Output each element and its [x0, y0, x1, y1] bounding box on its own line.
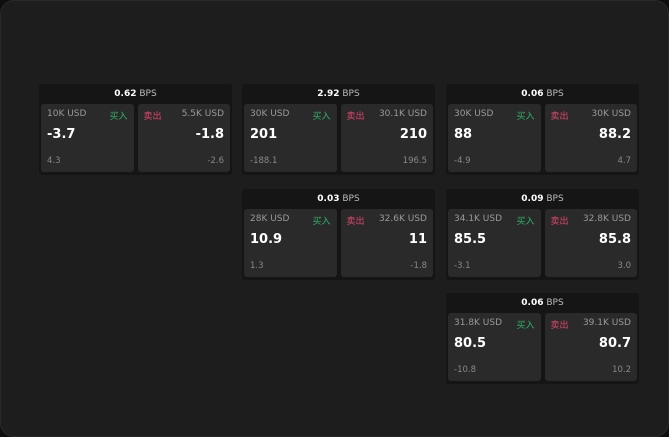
buy-label: 买入	[109, 112, 128, 122]
sell-change: 4.7	[617, 156, 631, 166]
buy-change: -4.9	[454, 156, 471, 166]
buy-price: 85.5	[454, 232, 487, 247]
buy-label: 买入	[312, 217, 331, 227]
sell-change: 3.0	[617, 261, 631, 271]
buy-price: 88	[454, 127, 473, 142]
price-tile: 0.06 BPS 31.8K USD 买入 80.5 -10.8 卖出 39.1K …	[446, 293, 639, 384]
price-tile: 0.09 BPS 34.1K USD 买入 85.5 -3.1 卖出 32.8K U…	[446, 189, 639, 280]
sell-size: 32.6K USD	[378, 214, 427, 224]
price-tile: 0.62 BPS 10K USD 买入 -3.7 4.3 卖出 5.5K USD -…	[39, 84, 232, 175]
spread-unit: BPS	[139, 89, 157, 99]
sell-price: 85.8	[598, 232, 631, 247]
sell-button[interactable]: 卖出 32.6K USD 11 -1.8	[340, 209, 433, 277]
sell-button[interactable]: 卖出 32.8K USD 85.8 3.0	[544, 209, 637, 277]
spread-value: 0.03	[317, 194, 340, 204]
buy-button[interactable]: 31.8K USD 买入 80.5 -10.8	[448, 313, 541, 381]
sell-button[interactable]: 卖出 5.5K USD -1.8 -2.6	[137, 104, 230, 172]
buy-change: 4.3	[47, 156, 61, 166]
sell-change: -1.8	[410, 261, 427, 271]
buy-price: 201	[250, 127, 278, 142]
buy-button[interactable]: 34.1K USD 买入 85.5 -3.1	[448, 209, 541, 277]
sell-price: -1.8	[195, 127, 224, 142]
buy-button[interactable]: 10K USD 买入 -3.7 4.3	[41, 104, 134, 172]
buy-label: 买入	[516, 112, 535, 122]
buy-size: 10K USD	[47, 109, 87, 119]
sell-label: 卖出	[550, 217, 569, 227]
buy-size: 28K USD	[250, 214, 290, 224]
spread-value: 2.92	[317, 89, 340, 99]
sell-label: 卖出	[550, 321, 569, 331]
spread-header: 0.06 BPS	[446, 293, 639, 313]
sell-change: -2.6	[207, 156, 224, 166]
spread-unit: BPS	[546, 89, 564, 99]
buy-size: 30K USD	[250, 109, 290, 119]
sell-price: 11	[408, 232, 427, 247]
buy-label: 买入	[516, 321, 535, 331]
spread-unit: BPS	[342, 194, 360, 204]
spread-header: 2.92 BPS	[242, 84, 435, 104]
price-tile: 2.92 BPS 30K USD 买入 201 -188.1 卖出 30.1K US…	[242, 84, 435, 175]
sell-button[interactable]: 卖出 30.1K USD 210 196.5	[340, 104, 433, 172]
sell-size: 39.1K USD	[582, 318, 631, 328]
buy-price: 80.5	[454, 336, 487, 351]
sell-price: 88.2	[598, 127, 631, 142]
spread-value: 0.06	[521, 298, 544, 308]
buy-change: -3.1	[454, 261, 471, 271]
sell-price: 210	[399, 127, 427, 142]
sell-change: 196.5	[402, 156, 427, 166]
spread-header: 0.62 BPS	[39, 84, 232, 104]
spread-unit: BPS	[546, 298, 564, 308]
spread-unit: BPS	[546, 194, 564, 204]
sell-size: 30K USD	[591, 109, 631, 119]
buy-change: 1.3	[250, 261, 264, 271]
sell-label: 卖出	[346, 217, 365, 227]
buy-change: -188.1	[250, 156, 278, 166]
buy-label: 买入	[516, 217, 535, 227]
buy-change: -10.8	[454, 365, 476, 375]
buy-size: 30K USD	[454, 109, 494, 119]
spread-header: 0.06 BPS	[446, 84, 639, 104]
sell-button[interactable]: 卖出 39.1K USD 80.7 10.2	[544, 313, 637, 381]
spread-header: 0.03 BPS	[242, 189, 435, 209]
price-tile: 0.06 BPS 30K USD 买入 88 -4.9 卖出 30K USD 88.…	[446, 84, 639, 175]
sell-label: 卖出	[550, 112, 569, 122]
buy-button[interactable]: 28K USD 买入 10.9 1.3	[244, 209, 337, 277]
spread-value: 0.62	[114, 89, 137, 99]
buy-price: 10.9	[250, 232, 283, 247]
sell-size: 5.5K USD	[181, 109, 224, 119]
buy-button[interactable]: 30K USD 买入 88 -4.9	[448, 104, 541, 172]
buy-button[interactable]: 30K USD 买入 201 -188.1	[244, 104, 337, 172]
spread-unit: BPS	[342, 89, 360, 99]
price-tile: 0.03 BPS 28K USD 买入 10.9 1.3 卖出 32.6K USD …	[242, 189, 435, 280]
sell-button[interactable]: 卖出 30K USD 88.2 4.7	[544, 104, 637, 172]
buy-size: 31.8K USD	[454, 318, 503, 328]
sell-label: 卖出	[143, 112, 162, 122]
spread-value: 0.06	[521, 89, 544, 99]
sell-size: 30.1K USD	[378, 109, 427, 119]
sell-label: 卖出	[346, 112, 365, 122]
buy-price: -3.7	[47, 127, 76, 142]
buy-size: 34.1K USD	[454, 214, 503, 224]
spread-value: 0.09	[521, 194, 544, 204]
spread-header: 0.09 BPS	[446, 189, 639, 209]
buy-label: 买入	[312, 112, 331, 122]
sell-price: 80.7	[598, 336, 631, 351]
sell-size: 32.8K USD	[582, 214, 631, 224]
sell-change: 10.2	[612, 365, 631, 375]
